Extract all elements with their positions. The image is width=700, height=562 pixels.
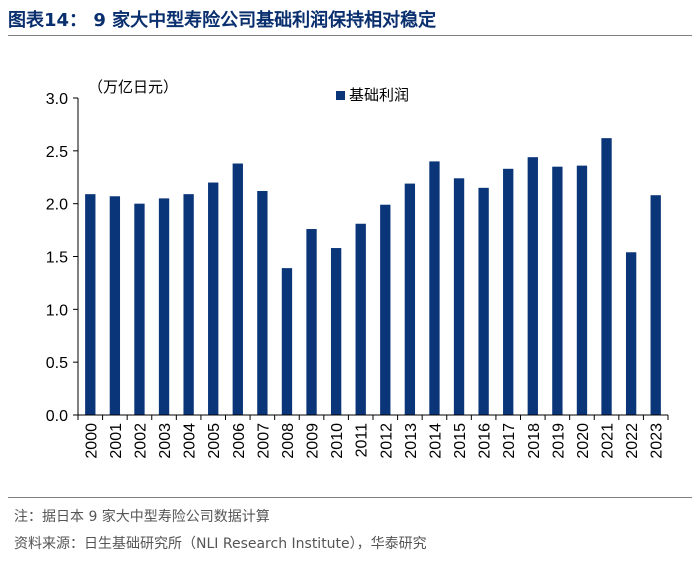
bar-series — [85, 138, 661, 416]
x-tick-label-2002: 2002 — [132, 423, 149, 459]
x-tick-label-2009: 2009 — [305, 423, 322, 459]
bar-chart: （万亿日元） 基础利润 0.00.51.01.52.02.53.0 2000 20… — [46, 78, 669, 459]
legend: 基础利润 — [336, 86, 409, 104]
bar-2011 — [355, 223, 366, 415]
x-tick-label-2013: 2013 — [403, 423, 420, 459]
bar-2017 — [503, 168, 514, 415]
bar-2007 — [257, 190, 268, 415]
y-tick-label: 2.5 — [46, 144, 68, 161]
bar-2012 — [380, 204, 391, 415]
x-tick-label-2020: 2020 — [575, 423, 592, 459]
bar-2005 — [208, 182, 219, 415]
bar-2004 — [183, 194, 194, 415]
bar-2009 — [306, 229, 317, 415]
x-tick-label-2000: 2000 — [83, 423, 100, 459]
x-tick-label-2001: 2001 — [108, 423, 125, 459]
bar-2002 — [134, 203, 145, 415]
x-tick-label-2022: 2022 — [624, 423, 641, 459]
bar-2008 — [281, 268, 293, 415]
y-tick-label: 2.0 — [46, 197, 68, 214]
x-tick-label-2007: 2007 — [255, 423, 272, 459]
x-tick-label-2008: 2008 — [280, 423, 297, 459]
y-axis-unit-label: （万亿日元） — [88, 78, 178, 96]
x-tick-label-2012: 2012 — [378, 423, 395, 459]
bar-2006 — [232, 163, 243, 415]
x-tick-label-2010: 2010 — [329, 423, 346, 459]
x-tick-label-2005: 2005 — [206, 423, 223, 459]
x-tick-label-2018: 2018 — [526, 423, 543, 459]
x-tick-label-2011: 2011 — [354, 423, 371, 458]
bar-2000 — [85, 194, 96, 415]
x-tick-label-2004: 2004 — [182, 423, 199, 459]
x-tick-label-2023: 2023 — [649, 423, 666, 459]
bar-2016 — [478, 187, 489, 415]
y-tick-label: 1.0 — [46, 302, 68, 319]
bar-2010 — [330, 248, 342, 415]
bar-2001 — [109, 196, 121, 415]
y-axis: 0.0 0.5 1.0 1.5 2.0 2.5 3.0 — [46, 91, 78, 425]
legend-label: 基础利润 — [349, 86, 409, 104]
footer-divider — [8, 497, 692, 498]
y-tick-label: 0.0 — [46, 408, 68, 425]
bar-2003 — [158, 198, 170, 415]
chart-source: 资料来源：日生基础研究所（NLI Research Institute），华泰研… — [14, 536, 427, 552]
x-tick-label-2015: 2015 — [452, 423, 469, 459]
x-tick-label-2017: 2017 — [501, 423, 518, 459]
x-axis: 2000 2001 2002 2003 2004 2005 2006 2007 2008 2009… — [77, 415, 669, 459]
x-tick-label-2016: 2016 — [477, 423, 494, 459]
bar-2018 — [527, 157, 538, 415]
x-tick-label-2014: 2014 — [427, 423, 444, 459]
bar-2020 — [576, 165, 588, 415]
bar-2015 — [453, 178, 465, 415]
x-tick-label-2021: 2021 — [600, 423, 617, 459]
title-divider — [8, 35, 692, 36]
bar-2023 — [650, 195, 661, 415]
bar-2013 — [404, 183, 416, 415]
chart-note: 注：据日本 9 家大中型寿险公司数据计算 — [14, 509, 270, 525]
x-tick-label-2003: 2003 — [157, 423, 174, 459]
figure-title: 图表14： 9 家大中型寿险公司基础利润保持相对稳定 — [8, 10, 437, 31]
y-tick-label: 1.5 — [46, 250, 68, 267]
bar-2019 — [552, 166, 563, 415]
y-tick-label: 0.5 — [46, 355, 68, 372]
bar-2014 — [429, 161, 440, 415]
x-tick-label-2019: 2019 — [550, 423, 567, 459]
x-tick-label-2006: 2006 — [231, 423, 248, 459]
bar-2021 — [601, 138, 612, 416]
bar-2022 — [625, 252, 637, 415]
legend-swatch — [336, 91, 345, 100]
y-tick-label: 3.0 — [46, 91, 68, 108]
